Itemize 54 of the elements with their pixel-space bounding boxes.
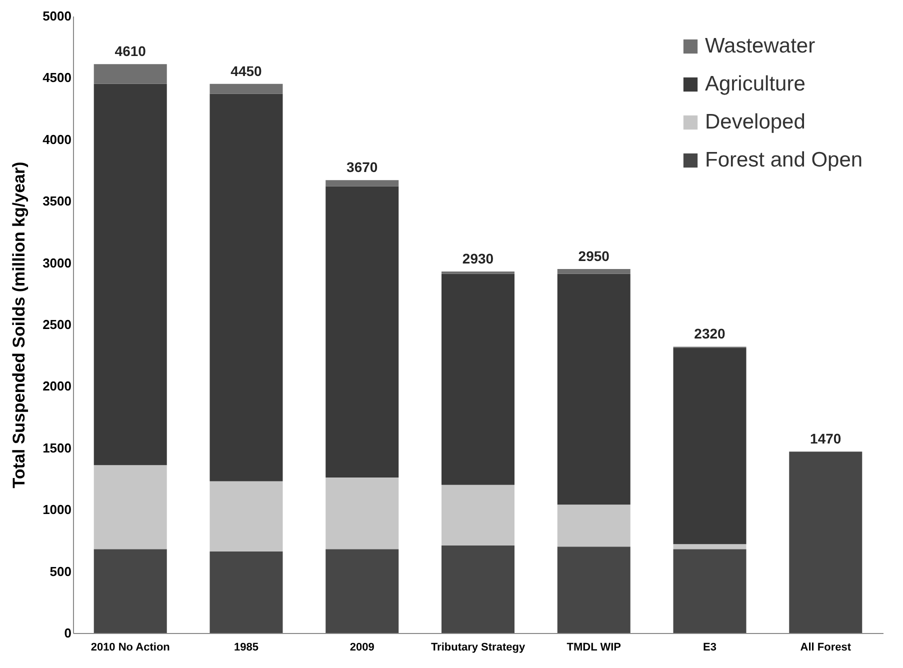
total-label: 2930 [462, 250, 494, 266]
x-tick-label: All Forest [800, 642, 852, 654]
legend-label: Wastewater [705, 34, 816, 58]
y-tick-label: 3500 [42, 194, 72, 209]
bar [326, 186, 399, 478]
bar [442, 545, 514, 633]
bar [326, 180, 399, 186]
bar [210, 481, 283, 552]
legend-label: Developed [705, 110, 806, 134]
bar [442, 274, 514, 485]
y-tick-label: 1500 [42, 440, 72, 456]
bar [94, 465, 167, 550]
bar [673, 348, 746, 544]
bar [557, 546, 630, 633]
y-axis-title: Total Suspended Soilds (million kg/year) [10, 162, 29, 488]
total-label: 2950 [578, 248, 610, 264]
legend-label: Forest and Open [705, 148, 863, 172]
bar [210, 84, 283, 94]
bar [442, 484, 514, 546]
bar [94, 549, 167, 633]
x-tick-label: TMDL WIP [566, 642, 621, 654]
bar [557, 268, 630, 274]
bar [94, 84, 167, 466]
bar [326, 549, 399, 633]
legend-label: Agriculture [705, 72, 806, 96]
total-label: 3670 [346, 159, 378, 176]
bar [557, 504, 630, 547]
total-label: 2320 [694, 326, 726, 342]
y-tick-label: 2000 [42, 378, 72, 394]
total-label: 4450 [230, 62, 262, 79]
y-tick-label: 4000 [42, 132, 72, 147]
y-tick-label: 2500 [42, 317, 72, 332]
bar [210, 94, 283, 482]
y-tick-label: 3000 [42, 255, 72, 270]
y-tick-label: 5000 [42, 8, 72, 24]
x-tick-label: 2009 [350, 642, 374, 654]
bar [789, 452, 862, 633]
x-tick-label: Tributary Strategy [430, 642, 526, 654]
y-tick-label: 4500 [42, 70, 72, 86]
bar [210, 552, 283, 633]
x-tick-label: 2010 No Action [90, 642, 170, 654]
x-tick-label: 1985 [234, 642, 258, 654]
bar [673, 549, 746, 633]
bar [94, 64, 167, 84]
y-tick-label: 1000 [42, 502, 72, 518]
y-tick-label: 0 [64, 626, 72, 640]
bar [673, 544, 746, 550]
bar [557, 274, 630, 505]
y-tick-label: 500 [50, 564, 72, 579]
bar [326, 478, 399, 550]
x-tick-label: E3 [703, 642, 716, 654]
bar [442, 271, 514, 274]
total-label: 4610 [114, 43, 146, 60]
total-label: 1470 [810, 430, 842, 447]
